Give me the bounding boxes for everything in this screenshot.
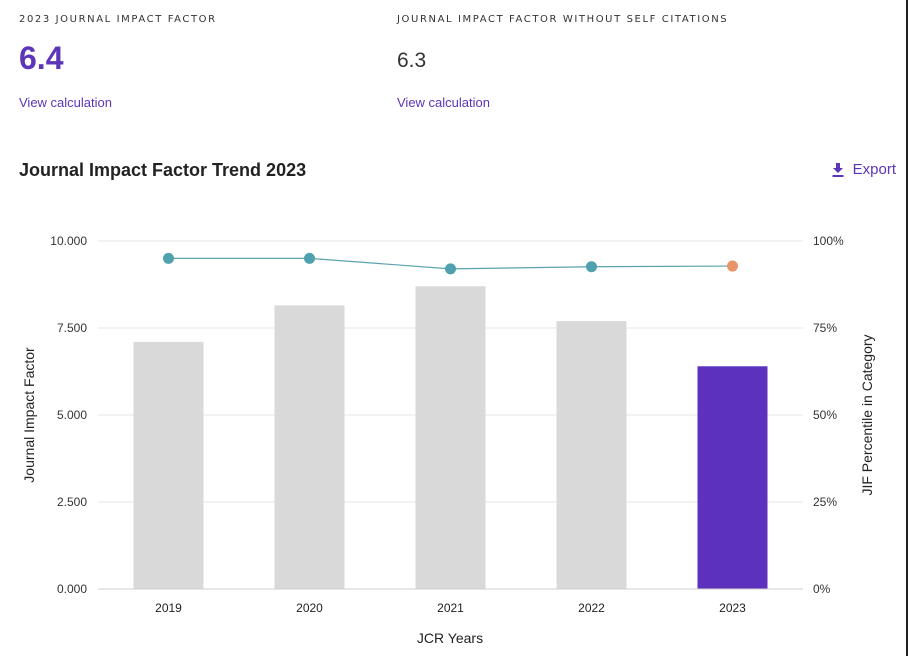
jif-no-self-citations-value: 6.3 [397,49,427,72]
bars [133,286,768,589]
bar-2019[interactable] [133,341,204,589]
y-tick-label: 0.000 [57,582,87,596]
export-label: Export [852,161,896,178]
y2-axis-title: JIF Percentile in Category [859,334,875,495]
export-button[interactable]: Export [832,161,896,178]
percentile-point-2020[interactable] [304,252,315,264]
y-tick-label: 5.000 [57,408,87,422]
y-tick-label: 7.500 [57,321,87,335]
percentile-point-2019[interactable] [163,252,174,264]
y-axis-title: Journal Impact Factor [21,347,37,483]
y-tick-label: 10.000 [50,234,87,248]
y2-tick-label: 100% [813,234,844,248]
download-icon [832,162,844,177]
percentile-point-2021[interactable] [445,263,456,275]
percentile-point-2023[interactable] [727,260,738,272]
frame-border [906,0,908,656]
x-axis-title: JCR Years [417,630,483,646]
x-tick-label: 2021 [437,601,464,615]
jif-no-self-citations-label: JOURNAL IMPACT FACTOR WITHOUT SELF CITAT… [397,14,729,25]
axes: 0.000 2.500 5.000 7.500 10.000 0% 25% 50% 75% 100… [21,234,875,646]
jif-view-calculation-link[interactable]: View calculation [19,95,112,110]
bar-2021[interactable] [415,286,486,589]
y2-tick-label: 0% [813,582,831,596]
y2-tick-label: 25% [813,495,837,509]
x-tick-label: 2020 [296,601,323,615]
jif-label: 2023 JOURNAL IMPACT FACTOR [19,14,217,25]
y-tick-label: 2.500 [57,495,87,509]
bar-2023[interactable] [697,366,768,589]
bar-2022[interactable] [556,321,627,589]
x-tick-label: 2022 [578,601,605,615]
bar-2020[interactable] [274,305,345,589]
chart-title: Journal Impact Factor Trend 2023 [19,160,307,180]
percentile-line [163,252,738,275]
y2-tick-label: 50% [813,408,837,422]
y2-tick-label: 75% [813,321,837,335]
percentile-point-2022[interactable] [586,261,597,273]
jif-no-self-citations-view-calculation-link[interactable]: View calculation [397,95,490,110]
jif-value: 6.4 [19,40,64,76]
x-tick-label: 2019 [155,601,182,615]
x-tick-label: 2023 [719,601,746,615]
